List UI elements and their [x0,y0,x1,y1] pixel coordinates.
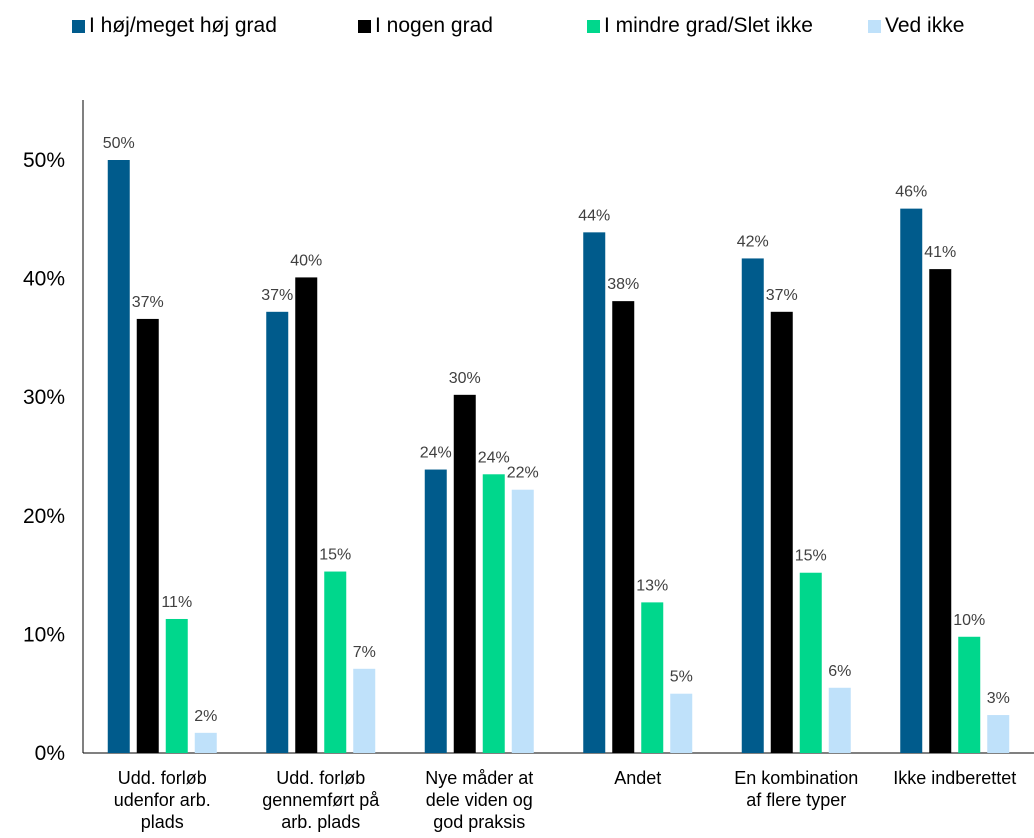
x-tick-label-line: udenfor arb. [114,790,211,810]
x-tick-label-line: af flere typer [746,790,846,810]
y-tick-label: 50% [23,149,65,172]
data-label: 37% [261,287,293,304]
x-tick-label-line: En kombination [734,768,858,788]
data-label: 30% [449,370,481,387]
chart-legend: I høj/meget høj grad I nogen grad I mindre… [0,0,1034,50]
x-tick-label-line: Ikke indberettet [893,768,1016,788]
x-tick-label: Nye måder at dele viden og god praksis [425,768,533,832]
y-tick-label: 20% [23,505,65,528]
x-tick-label-line: god praksis [433,812,525,832]
bar [511,489,534,753]
y-tick-label: 0% [35,742,65,765]
x-tick-label-line: plads [141,812,184,832]
data-label: 42% [737,233,769,250]
bar [641,602,664,753]
legend-item: I høj/meget høj grad [72,14,277,38]
data-label: 13% [636,577,668,594]
data-label: 37% [132,294,164,311]
data-label: 6% [828,663,851,680]
x-tick-label-line: Andet [614,768,661,788]
y-tick-label: 30% [23,386,65,409]
bar [107,160,130,753]
data-label: 24% [478,449,510,466]
x-tick-label-line: Nye måder at [425,768,533,788]
legend-item: I mindre grad/Slet ikke [587,14,813,38]
data-label: 41% [924,244,956,261]
bar [741,258,764,753]
bar [266,311,289,753]
data-label: 11% [161,594,192,611]
bar [583,232,606,753]
bar [424,469,447,753]
bar [929,269,952,753]
bar [482,474,505,753]
data-label: 38% [607,276,639,293]
bar [136,318,159,753]
data-label: 5% [670,669,693,686]
bar [295,277,318,753]
legend-label: I mindre grad/Slet ikke [604,14,813,37]
data-label: 3% [987,690,1010,707]
x-tick-label-line: arb. plads [281,812,360,832]
bar [799,572,822,753]
bar [770,311,793,753]
legend-swatch [587,19,600,33]
legend-swatch [358,19,371,33]
data-label: 40% [290,252,322,269]
data-label: 46% [895,184,927,201]
x-tick-label: Andet [614,768,661,788]
data-label: 24% [420,445,452,462]
bar [353,668,376,753]
legend-swatch [868,19,881,33]
x-tick-label-line: gennemført på [262,790,380,810]
data-label: 15% [319,547,351,564]
data-label: 7% [353,644,376,661]
bar [165,618,188,753]
x-tick-label: Udd. forløb udenfor arb. plads [114,768,211,832]
legend-item: Ved ikke [868,14,964,38]
legend-label: I nogen grad [375,14,493,37]
x-tick-label-line: Udd. forløb [118,768,207,788]
y-tick-label: 10% [23,623,65,646]
x-tick-label-line: dele viden og [426,790,533,810]
x-tick-label: Ikke indberettet [893,768,1016,788]
x-tick-label-line: Udd. forløb [276,768,365,788]
legend-item: I nogen grad [358,14,493,38]
data-label: 50% [103,135,135,152]
legend-swatch [72,19,85,33]
data-label: 15% [795,548,827,565]
data-label: 37% [766,287,798,304]
data-label: 44% [578,207,610,224]
y-tick-label: 40% [23,268,65,291]
data-label: 10% [953,612,985,629]
bar [900,208,923,754]
bar [670,693,693,753]
bar [958,636,981,753]
legend-label: I høj/meget høj grad [89,14,277,37]
bar [324,571,347,753]
data-label: 22% [507,465,539,482]
data-label: 2% [194,708,217,725]
bar [612,301,635,753]
x-tick-label: Udd. forløb gennemført på arb. plads [262,768,380,832]
bar [194,732,217,753]
bar [453,394,476,753]
bar [987,715,1010,753]
legend-label: Ved ikke [885,14,965,37]
bar [828,687,851,753]
x-tick-label: En kombination af flere typer [734,768,858,810]
